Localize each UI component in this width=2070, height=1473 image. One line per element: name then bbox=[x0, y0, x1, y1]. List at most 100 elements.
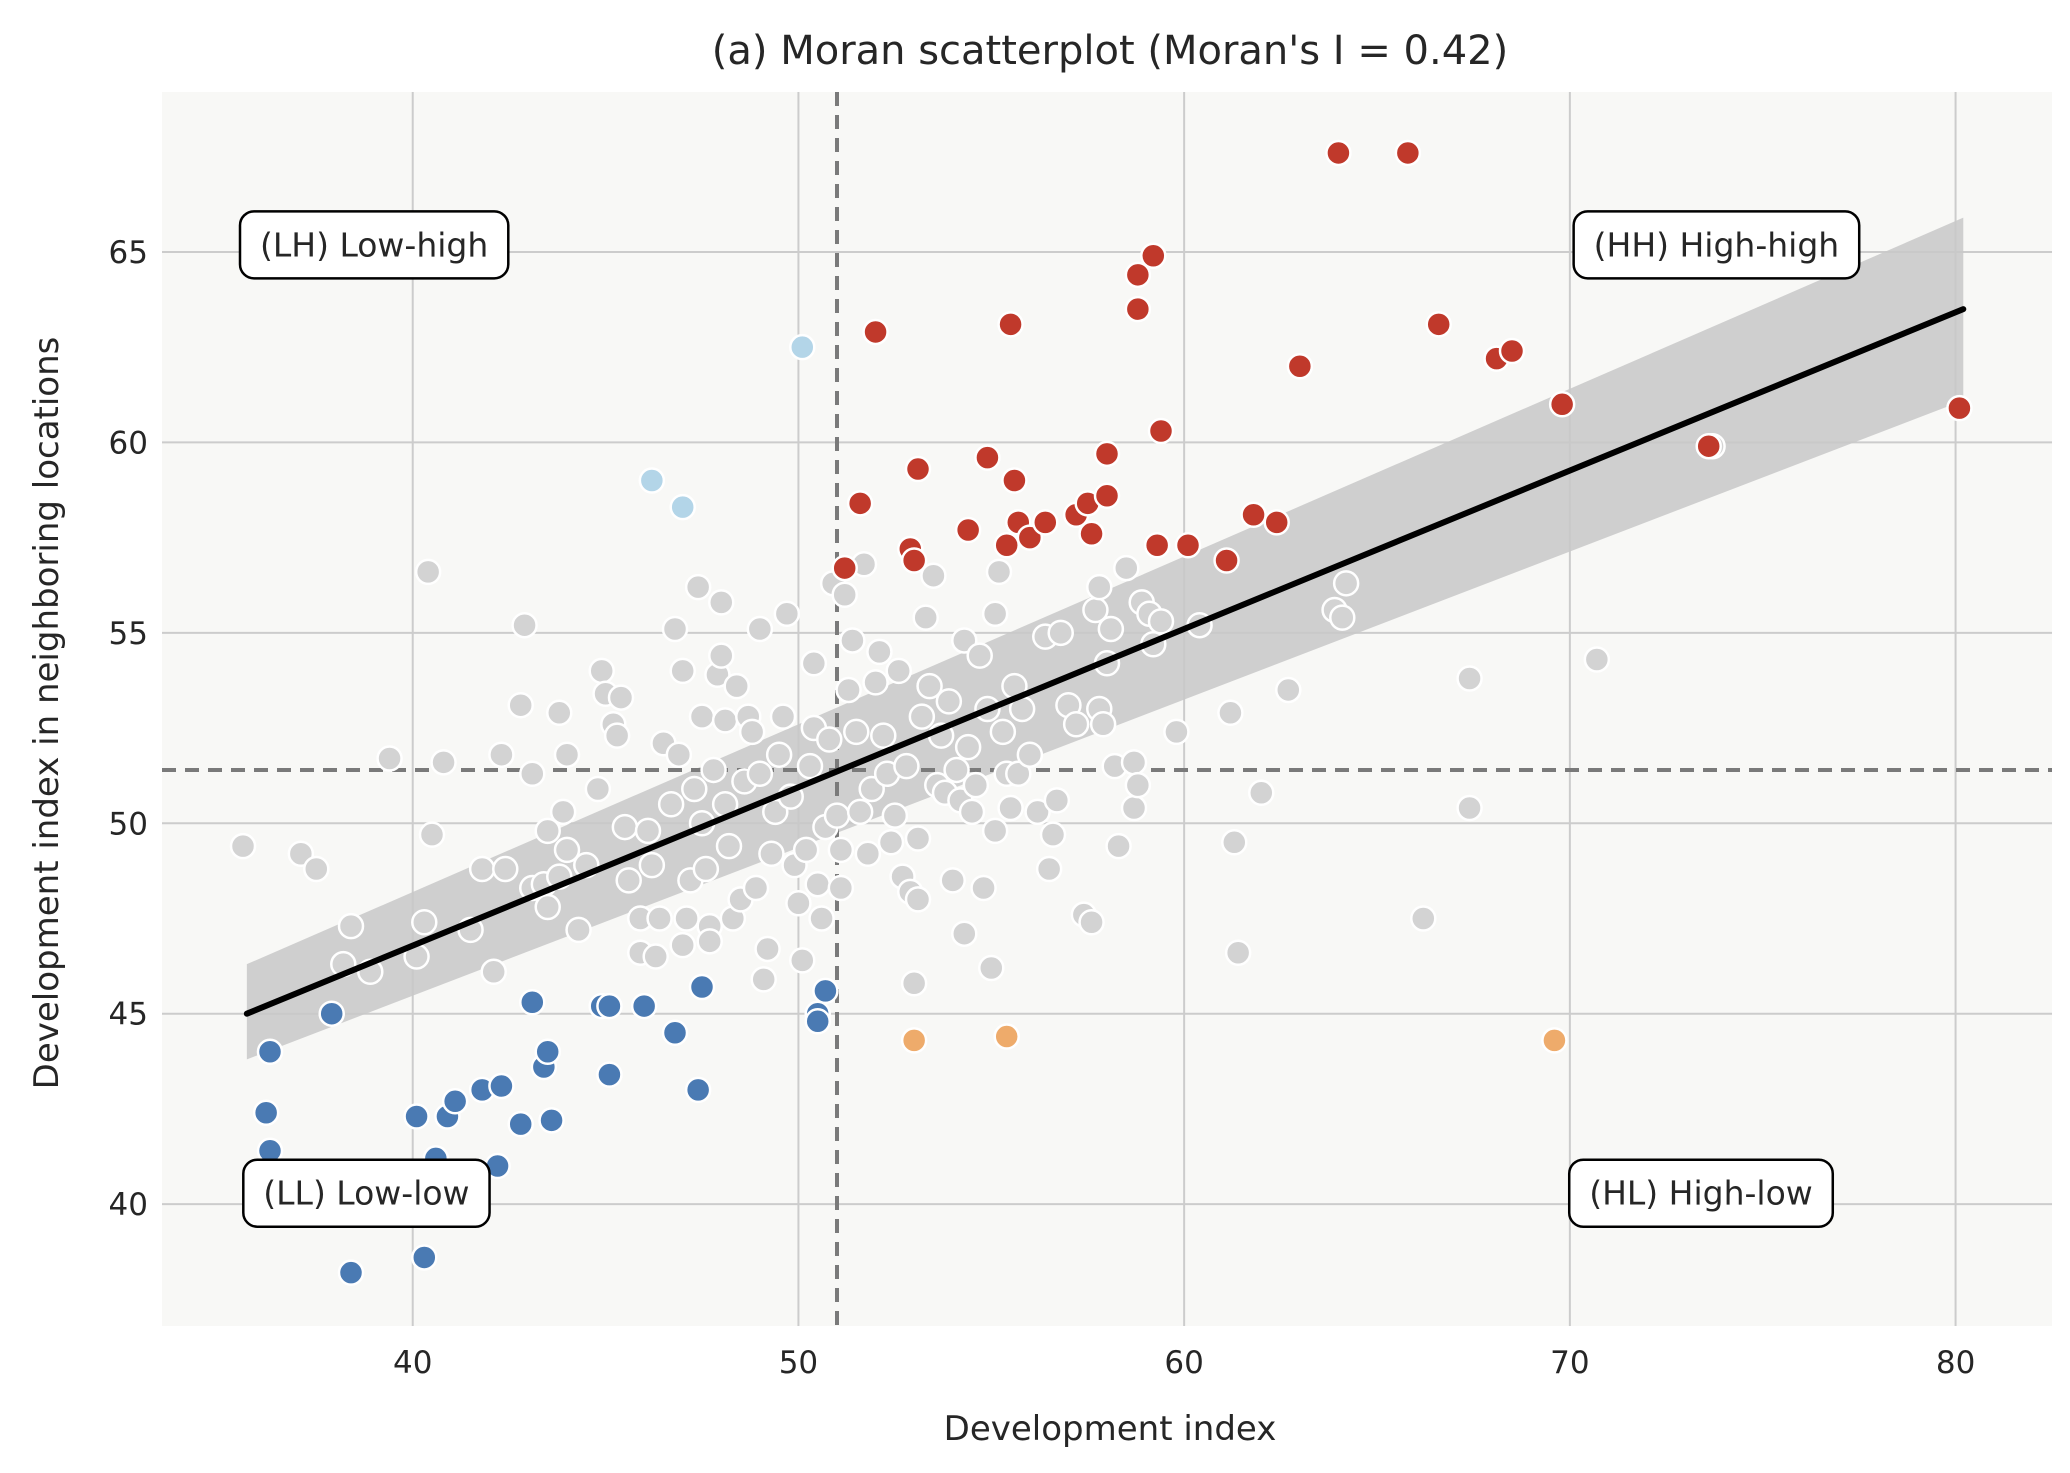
point-lh bbox=[669, 493, 696, 521]
point-ns bbox=[723, 672, 750, 700]
point-ll bbox=[488, 1072, 515, 1100]
quadrant-label-text: (HH) High-high bbox=[1594, 225, 1840, 264]
point-ns bbox=[696, 928, 723, 955]
point-ns bbox=[1275, 676, 1302, 704]
point-hl bbox=[993, 1023, 1020, 1050]
point-ns bbox=[904, 886, 932, 913]
x-tick-label: 70 bbox=[1550, 1345, 1589, 1381]
point-ns bbox=[750, 966, 777, 993]
point-ns bbox=[916, 672, 943, 700]
point-ns bbox=[939, 867, 966, 894]
y-tick-label: 45 bbox=[109, 997, 148, 1033]
point-ns bbox=[1456, 665, 1483, 692]
point-ns bbox=[1105, 832, 1132, 860]
point-hh bbox=[1174, 531, 1202, 559]
point-ns bbox=[831, 581, 858, 608]
point-ns bbox=[376, 745, 403, 772]
point-ns bbox=[669, 931, 696, 959]
point-ns bbox=[935, 688, 963, 715]
point-ns bbox=[711, 707, 739, 734]
point-ns bbox=[954, 733, 982, 761]
point-hh bbox=[1213, 547, 1240, 574]
point-ns bbox=[665, 741, 693, 768]
point-ns bbox=[1113, 554, 1140, 582]
y-tick-label: 65 bbox=[109, 235, 148, 271]
point-ns bbox=[985, 558, 1013, 586]
point-hh bbox=[846, 490, 874, 517]
point-ns bbox=[823, 802, 851, 829]
point-ns bbox=[546, 699, 573, 727]
point-ll bbox=[256, 1038, 284, 1066]
point-ns bbox=[769, 703, 797, 730]
point-ns bbox=[854, 840, 882, 867]
point-ns bbox=[870, 722, 897, 749]
point-ns bbox=[692, 855, 720, 883]
point-ns bbox=[1043, 787, 1071, 814]
point-ns bbox=[808, 905, 835, 932]
point-ns bbox=[715, 832, 743, 860]
point-ns bbox=[1221, 829, 1248, 856]
point-ll bbox=[596, 1061, 623, 1088]
point-hh bbox=[1548, 391, 1576, 418]
point-ns bbox=[900, 969, 928, 997]
point-hh bbox=[1093, 482, 1121, 509]
quadrant-label-frame bbox=[1572, 210, 1861, 280]
point-hh bbox=[997, 311, 1024, 338]
point-ns bbox=[638, 851, 666, 879]
point-hh bbox=[831, 554, 858, 582]
y-tick-label: 40 bbox=[109, 1187, 148, 1223]
point-ns bbox=[1120, 794, 1148, 822]
point-ns bbox=[981, 817, 1009, 845]
point-ns bbox=[816, 726, 843, 753]
chart-title: (a) Moran scatterplot (Moran's I = 0.42) bbox=[712, 28, 1508, 74]
point-hh bbox=[1124, 295, 1152, 323]
point-ns bbox=[1248, 779, 1275, 807]
quadrant-label-frame bbox=[242, 1158, 491, 1228]
point-ns bbox=[549, 798, 577, 826]
point-ns bbox=[978, 954, 1005, 982]
point-ns bbox=[796, 752, 824, 780]
point-ns bbox=[1124, 771, 1152, 799]
point-hh bbox=[1240, 501, 1267, 529]
point-ll bbox=[596, 992, 623, 1020]
point-ns bbox=[765, 741, 793, 768]
point-ns bbox=[673, 905, 700, 932]
point-ns bbox=[1224, 939, 1252, 967]
point-ns bbox=[681, 775, 708, 803]
point-ns bbox=[700, 756, 727, 784]
point-ns bbox=[418, 821, 446, 848]
point-ns bbox=[1097, 615, 1125, 643]
point-ns bbox=[534, 817, 561, 845]
point-hh bbox=[1124, 261, 1152, 289]
point-ns bbox=[634, 817, 662, 845]
point-ns bbox=[468, 855, 496, 883]
x-tick-label: 80 bbox=[1936, 1345, 1975, 1381]
point-ns bbox=[414, 558, 442, 586]
point-ns bbox=[553, 741, 581, 768]
quadrant-label-frame bbox=[238, 210, 510, 280]
point-hh bbox=[1394, 139, 1422, 167]
scatter-points bbox=[229, 139, 1973, 1286]
point-ns bbox=[866, 638, 893, 666]
point-ns bbox=[511, 611, 538, 639]
point-ns bbox=[827, 874, 855, 902]
point-ns bbox=[303, 855, 330, 883]
point-ns bbox=[615, 867, 642, 894]
point-ns bbox=[997, 794, 1024, 822]
point-hh bbox=[1425, 311, 1452, 338]
point-ns bbox=[804, 870, 831, 898]
point-ns bbox=[893, 752, 920, 780]
point-hh bbox=[954, 516, 982, 544]
point-hh bbox=[993, 531, 1020, 559]
x-tick-label: 60 bbox=[1164, 1345, 1203, 1381]
point-ns bbox=[904, 825, 932, 852]
point-ns bbox=[507, 691, 534, 719]
point-ns bbox=[1147, 608, 1175, 635]
point-ns bbox=[951, 920, 978, 947]
point-ns bbox=[785, 889, 812, 917]
x-tick-label: 40 bbox=[393, 1345, 432, 1381]
point-hh bbox=[1946, 394, 1973, 422]
point-ns bbox=[970, 874, 997, 902]
point-ns bbox=[488, 741, 515, 768]
